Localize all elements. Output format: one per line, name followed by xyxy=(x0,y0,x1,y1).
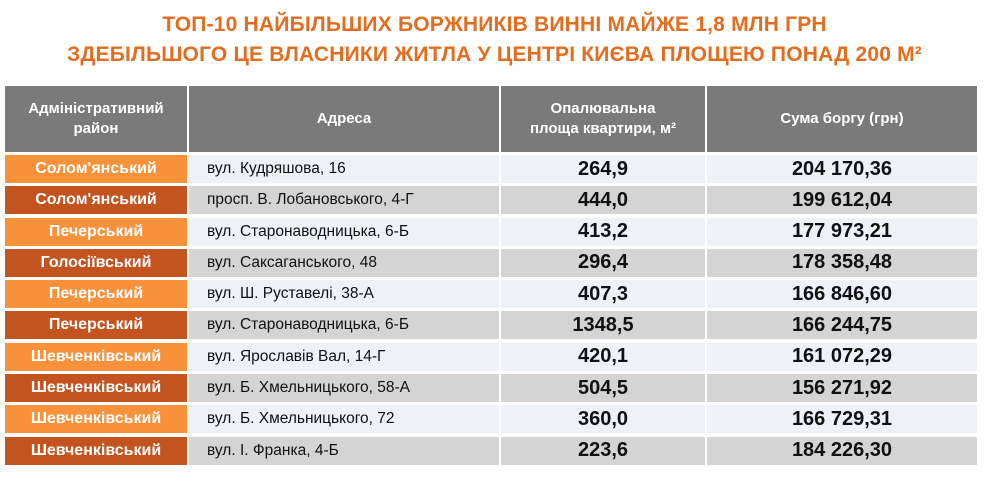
cell-district: Шевченківський xyxy=(5,342,189,371)
table-row: Печерський вул. Старонаводницька, 6-Б 13… xyxy=(5,311,977,340)
cell-debt: 166 244,75 xyxy=(707,311,977,340)
header-district-line1: Адміністративний xyxy=(28,100,164,117)
cell-district: Шевченківський xyxy=(5,405,189,434)
cell-district: Печерський xyxy=(5,217,189,246)
header-district-line2: район xyxy=(73,120,119,137)
cell-area: 296,4 xyxy=(501,248,707,277)
table-row: Шевченківський вул. Б. Хмельницького, 72… xyxy=(5,405,977,434)
table-row: Голосіївський вул. Саксаганського, 48 29… xyxy=(5,248,977,277)
table-header: Адміністративний район Адреса Опалювальна… xyxy=(5,86,977,152)
table-row: Печерський вул. Ш. Руставелі, 38-А 407,3… xyxy=(5,280,977,309)
cell-debt: 184 226,30 xyxy=(707,436,977,465)
cell-address: вул. Саксаганського, 48 xyxy=(189,248,501,277)
cell-address: вул. Ш. Руставелі, 38-А xyxy=(189,280,501,309)
table-row: Солом'янський просп. В. Лобановського, 4… xyxy=(5,186,977,215)
table-row: Шевченківський вул. Ярославів Вал, 14-Г … xyxy=(5,342,977,371)
table-row: Солом'янський вул. Кудряшова, 16 264,9 2… xyxy=(5,155,977,183)
cell-area: 1348,5 xyxy=(501,311,707,340)
cell-address: вул. Старонаводницька, 6-Б xyxy=(189,217,501,246)
cell-district: Голосіївський xyxy=(5,248,189,277)
debtors-table: Адміністративний район Адреса Опалювальна… xyxy=(5,86,977,465)
header-district: Адміністративний район xyxy=(5,86,189,152)
cell-debt: 156 271,92 xyxy=(707,374,977,403)
cell-area: 444,0 xyxy=(501,186,707,215)
page-title: ТОП-10 НАЙБІЛЬШИХ БОРЖНИКІВ ВИННІ МАЙЖЕ … xyxy=(0,10,989,70)
cell-area: 407,3 xyxy=(501,280,707,309)
header-area-line1: Опалювальна xyxy=(550,100,656,117)
cell-debt: 178 358,48 xyxy=(707,248,977,277)
cell-debt: 166 729,31 xyxy=(707,405,977,434)
cell-address: вул. І. Франка, 4-Б xyxy=(189,436,501,465)
cell-district: Шевченківський xyxy=(5,436,189,465)
cell-district: Печерський xyxy=(5,280,189,309)
header-area-line2: площа квартири, м² xyxy=(529,120,677,137)
cell-address: вул. Кудряшова, 16 xyxy=(189,155,501,183)
cell-debt: 166 846,60 xyxy=(707,280,977,309)
header-debt: Сума боргу (грн) xyxy=(780,110,904,127)
cell-address: вул. Б. Хмельницького, 72 xyxy=(189,405,501,434)
cell-district: Шевченківський xyxy=(5,374,189,403)
title-line-1: ТОП-10 НАЙБІЛЬШИХ БОРЖНИКІВ ВИННІ МАЙЖЕ … xyxy=(162,13,827,36)
cell-district: Солом'янський xyxy=(5,186,189,215)
cell-area: 360,0 xyxy=(501,405,707,434)
header-address: Адреса xyxy=(189,86,501,152)
cell-address: вул. Старонаводницька, 6-Б xyxy=(189,311,501,340)
cell-district: Печерський xyxy=(5,311,189,340)
cell-area: 420,1 xyxy=(501,342,707,371)
cell-debt: 177 973,21 xyxy=(707,217,977,246)
cell-address: вул. Б. Хмельницького, 58-А xyxy=(189,374,501,403)
cell-address: просп. В. Лобановського, 4-Г xyxy=(189,186,501,215)
cell-address: вул. Ярославів Вал, 14-Г xyxy=(189,342,501,371)
cell-area: 223,6 xyxy=(501,436,707,465)
cell-area: 413,2 xyxy=(501,217,707,246)
cell-debt: 161 072,29 xyxy=(707,342,977,371)
cell-district: Солом'янський xyxy=(5,155,189,183)
table-row: Печерський вул. Старонаводницька, 6-Б 41… xyxy=(5,217,977,246)
cell-area: 504,5 xyxy=(501,374,707,403)
header-area: Опалювальна площа квартири, м² xyxy=(501,86,707,152)
cell-debt: 204 170,36 xyxy=(707,155,977,183)
cell-debt: 199 612,04 xyxy=(707,186,977,215)
cell-area: 264,9 xyxy=(501,155,707,183)
table-row: Шевченківський вул. Б. Хмельницького, 58… xyxy=(5,374,977,403)
title-line-2: ЗДЕБІЛЬШОГО ЦЕ ВЛАСНИКИ ЖИТЛА У ЦЕНТРІ К… xyxy=(66,43,923,66)
table-row: Шевченківський вул. І. Франка, 4-Б 223,6… xyxy=(5,436,977,465)
